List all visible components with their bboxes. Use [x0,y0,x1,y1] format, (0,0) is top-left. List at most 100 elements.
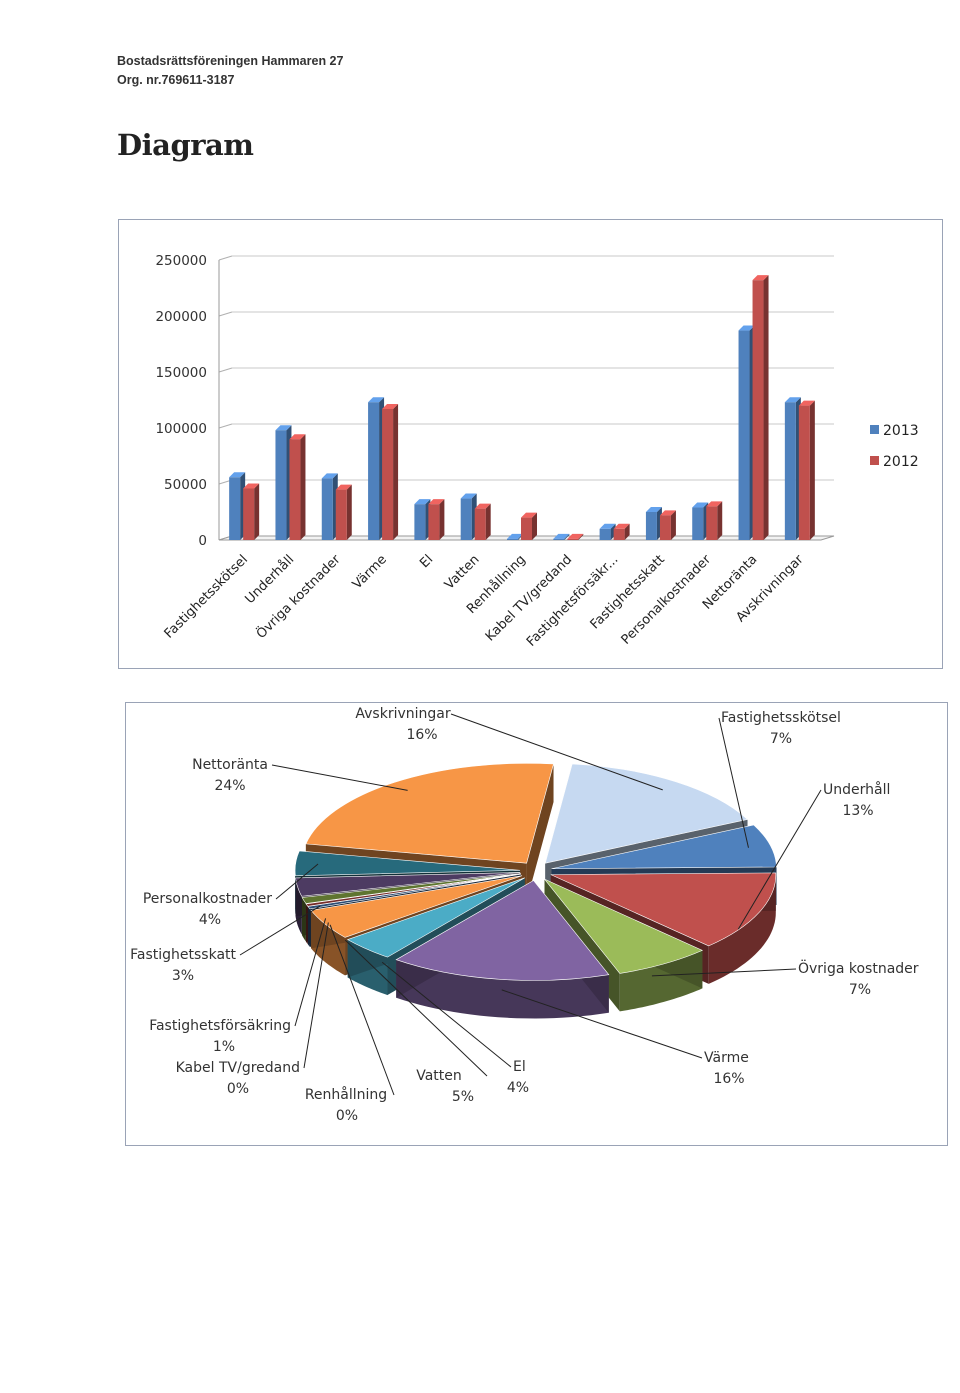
y-tick-label: 200000 [155,309,207,325]
bar-top [553,533,570,539]
x-tick-label: Kabel TV/gredand [483,552,575,644]
bar-2013 [414,504,426,540]
leader-line [271,764,408,791]
pie-slice [544,878,704,974]
bar-2013 [368,402,380,540]
bar-top [474,503,491,509]
bar-side [485,503,491,540]
bar-2013 [738,330,750,540]
pie-slice [310,875,523,938]
pie-percent-label: 16% [713,1071,744,1087]
leader-line [718,717,749,848]
pie-percent-label: 0% [336,1108,358,1124]
bar-side [670,510,676,540]
pie-percent-label: 7% [770,731,792,747]
x-tick-label: Fastighetsskötsel [162,552,251,641]
pie-label: Fastighetsskatt [130,947,236,963]
bar-2013 [553,538,565,540]
bar-top [335,484,352,490]
leader-line [239,905,321,956]
pie-slice [294,850,521,877]
pie-percent-label: 4% [507,1080,529,1096]
bar-top [321,473,338,479]
leader-line [344,939,488,1077]
bar-top [752,275,769,281]
gridline-side [218,423,233,429]
bar-2012 [289,439,301,540]
bar-top [382,403,399,409]
bar-2012 [521,517,532,540]
x-tick-label: Vatten [442,552,483,593]
bar-top [368,397,385,403]
gridline-side [218,367,233,373]
bar-top [414,499,431,505]
leader-line [329,924,395,1096]
bar-chart: 0 50000 100000 150000 200000 250000 Fastighets… [155,253,919,650]
pie-wall [396,959,609,1019]
bar-top [460,493,477,499]
legend-swatch-2012 [870,456,879,465]
bar-top [521,512,537,518]
x-tick-label: Värme [350,552,390,592]
leader-line [651,968,797,977]
pie-label: Personalkostnader [143,891,272,907]
bar-top [229,472,246,478]
legend-label: 2013 [883,423,919,439]
bar-2013 [645,512,657,540]
bar-top [692,502,709,508]
bar-top [567,533,584,539]
bar-side [393,403,399,540]
bar-2012 [613,528,625,540]
pie-chart-frame: Avskrivningar 16% Fastighetsskötsel 7% Under… [125,702,948,1146]
bar-top [613,523,630,529]
pie-label: Nettoränta [192,757,268,773]
pie-label: Fastighetsskötsel [721,710,841,726]
bar-2012 [706,506,718,540]
pie-percent-label: 13% [842,803,873,819]
leader-line [381,961,512,1068]
bar-2012 [335,489,347,540]
pie-label: El [513,1059,526,1075]
leader-line [275,863,319,900]
pie-cut-face [526,763,554,902]
page-title: Diagram [117,128,254,162]
pie-chart: Avskrivningar 16% Fastighetsskötsel 7% Under… [130,706,919,1124]
pie-percent-label: 4% [199,912,221,928]
bar-chart-frame: 0 50000 100000 150000 200000 250000 Fastighets… [118,219,943,669]
pie-slice [346,877,525,958]
leader-line [450,713,663,791]
pie-percent-label: 16% [406,727,437,743]
y-tick-label: 250000 [155,253,207,269]
bar-side [564,533,570,540]
legend-label: 2012 [883,454,919,470]
pie-slice [544,763,749,864]
pie-label: Underhåll [823,781,890,798]
legend-swatch-2013 [870,425,879,434]
x-tick-label: Övriga kostnader [252,550,344,642]
pie-label: Fastighetsförsäkring [149,1018,291,1034]
pie-label: Kabel TV/gredand [176,1060,300,1076]
pie-slice [305,873,521,907]
pie-label: Renhållning [305,1086,387,1103]
bar-side [439,499,445,540]
pie-percent-label: 0% [227,1081,249,1097]
x-tick-label: Fastighetsförsäkr... [524,552,621,649]
bar-2012 [659,515,671,540]
bar-side [763,275,769,540]
bar-top [706,501,723,507]
bar-top [738,325,755,331]
bar-2013 [229,477,241,540]
bar-2013 [784,402,796,540]
leader-line [303,922,329,1069]
bar-2012 [567,538,579,540]
pie-slice [395,880,610,981]
bar-2012 [798,405,810,540]
bar-2013 [692,507,704,540]
y-tick-label: 50000 [164,477,207,493]
leader-line [737,789,822,930]
bar-top [645,507,662,512]
pie-label: Vatten [416,1068,462,1084]
bar-side [300,434,306,540]
gridline-side [218,255,233,261]
bar-top [599,523,616,529]
